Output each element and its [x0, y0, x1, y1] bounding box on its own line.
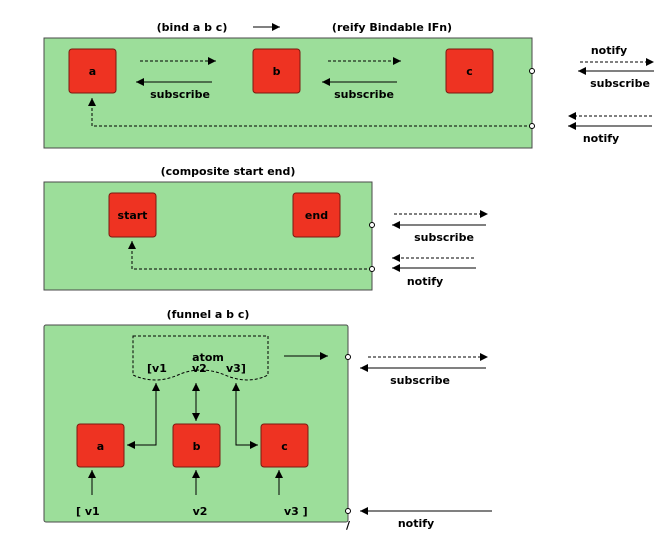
- funnel-c-atom-arrow: [232, 383, 258, 449]
- composite-feedback-arrow: [128, 241, 372, 270]
- bind-node-a[interactable]: [68, 48, 117, 94]
- funnel-in-v2: v2: [193, 505, 208, 518]
- bind-port-in: [529, 123, 535, 129]
- funnel-title: (funnel a b c): [167, 308, 250, 321]
- funnel-in-v3: v3 ]: [284, 505, 308, 518]
- bind-node-c[interactable]: [445, 48, 494, 94]
- composite-port-out: [369, 222, 375, 228]
- funnel-subscribe-out-label: subscribe: [390, 374, 450, 387]
- funnel-atom-v1: [v1: [147, 362, 167, 375]
- funnel-port-tick: /: [346, 519, 351, 532]
- composite-notify-in-label: notify: [407, 275, 443, 288]
- composite-node-end[interactable]: [292, 192, 341, 238]
- bind-node-b-label: b: [273, 65, 281, 78]
- composite-node-start[interactable]: [108, 192, 157, 238]
- funnel-port-in: [345, 508, 351, 514]
- bind-subscribe-out-label: subscribe: [590, 77, 650, 90]
- composite-node-start-label: start: [118, 209, 148, 222]
- bind-node-c-label: c: [466, 65, 473, 78]
- bind-bc-subscribe-label: subscribe: [334, 88, 394, 101]
- bind-node-b[interactable]: [252, 48, 301, 94]
- bind-notify-out-label: notify: [591, 44, 627, 57]
- bind-notify-in-label: notify: [583, 132, 619, 145]
- reify-title: (reify Bindable IFn): [332, 21, 452, 34]
- bind-feedback-arrow: [88, 98, 532, 127]
- funnel-atom-v2: v2: [192, 362, 207, 375]
- bind-ab-subscribe-label: subscribe: [150, 88, 210, 101]
- funnel-node-a-label: a: [97, 440, 104, 453]
- bind-title: (bind a b c): [157, 21, 228, 34]
- bind-port-out: [529, 68, 535, 74]
- funnel-node-c-label: c: [281, 440, 288, 453]
- funnel-notify-in-label: notify: [398, 517, 434, 530]
- bind-node-a-label: a: [89, 65, 96, 78]
- composite-subscribe-out-label: subscribe: [414, 231, 474, 244]
- funnel-in-v1: [ v1: [76, 505, 100, 518]
- funnel-node-b[interactable]: [172, 423, 221, 468]
- funnel-atom-v3: v3]: [226, 362, 246, 375]
- funnel-node-a[interactable]: [76, 423, 125, 468]
- funnel-node-c[interactable]: [260, 423, 309, 468]
- funnel-a-atom-arrow: [127, 383, 160, 449]
- funnel-node-b-label: b: [193, 440, 201, 453]
- funnel-atom-label: atom: [192, 351, 224, 364]
- composite-title: (composite start end): [161, 165, 296, 178]
- composite-port-in: [369, 266, 375, 272]
- funnel-atom-shape: [132, 335, 269, 381]
- composite-node-end-label: end: [305, 209, 328, 222]
- funnel-port-out: [345, 354, 351, 360]
